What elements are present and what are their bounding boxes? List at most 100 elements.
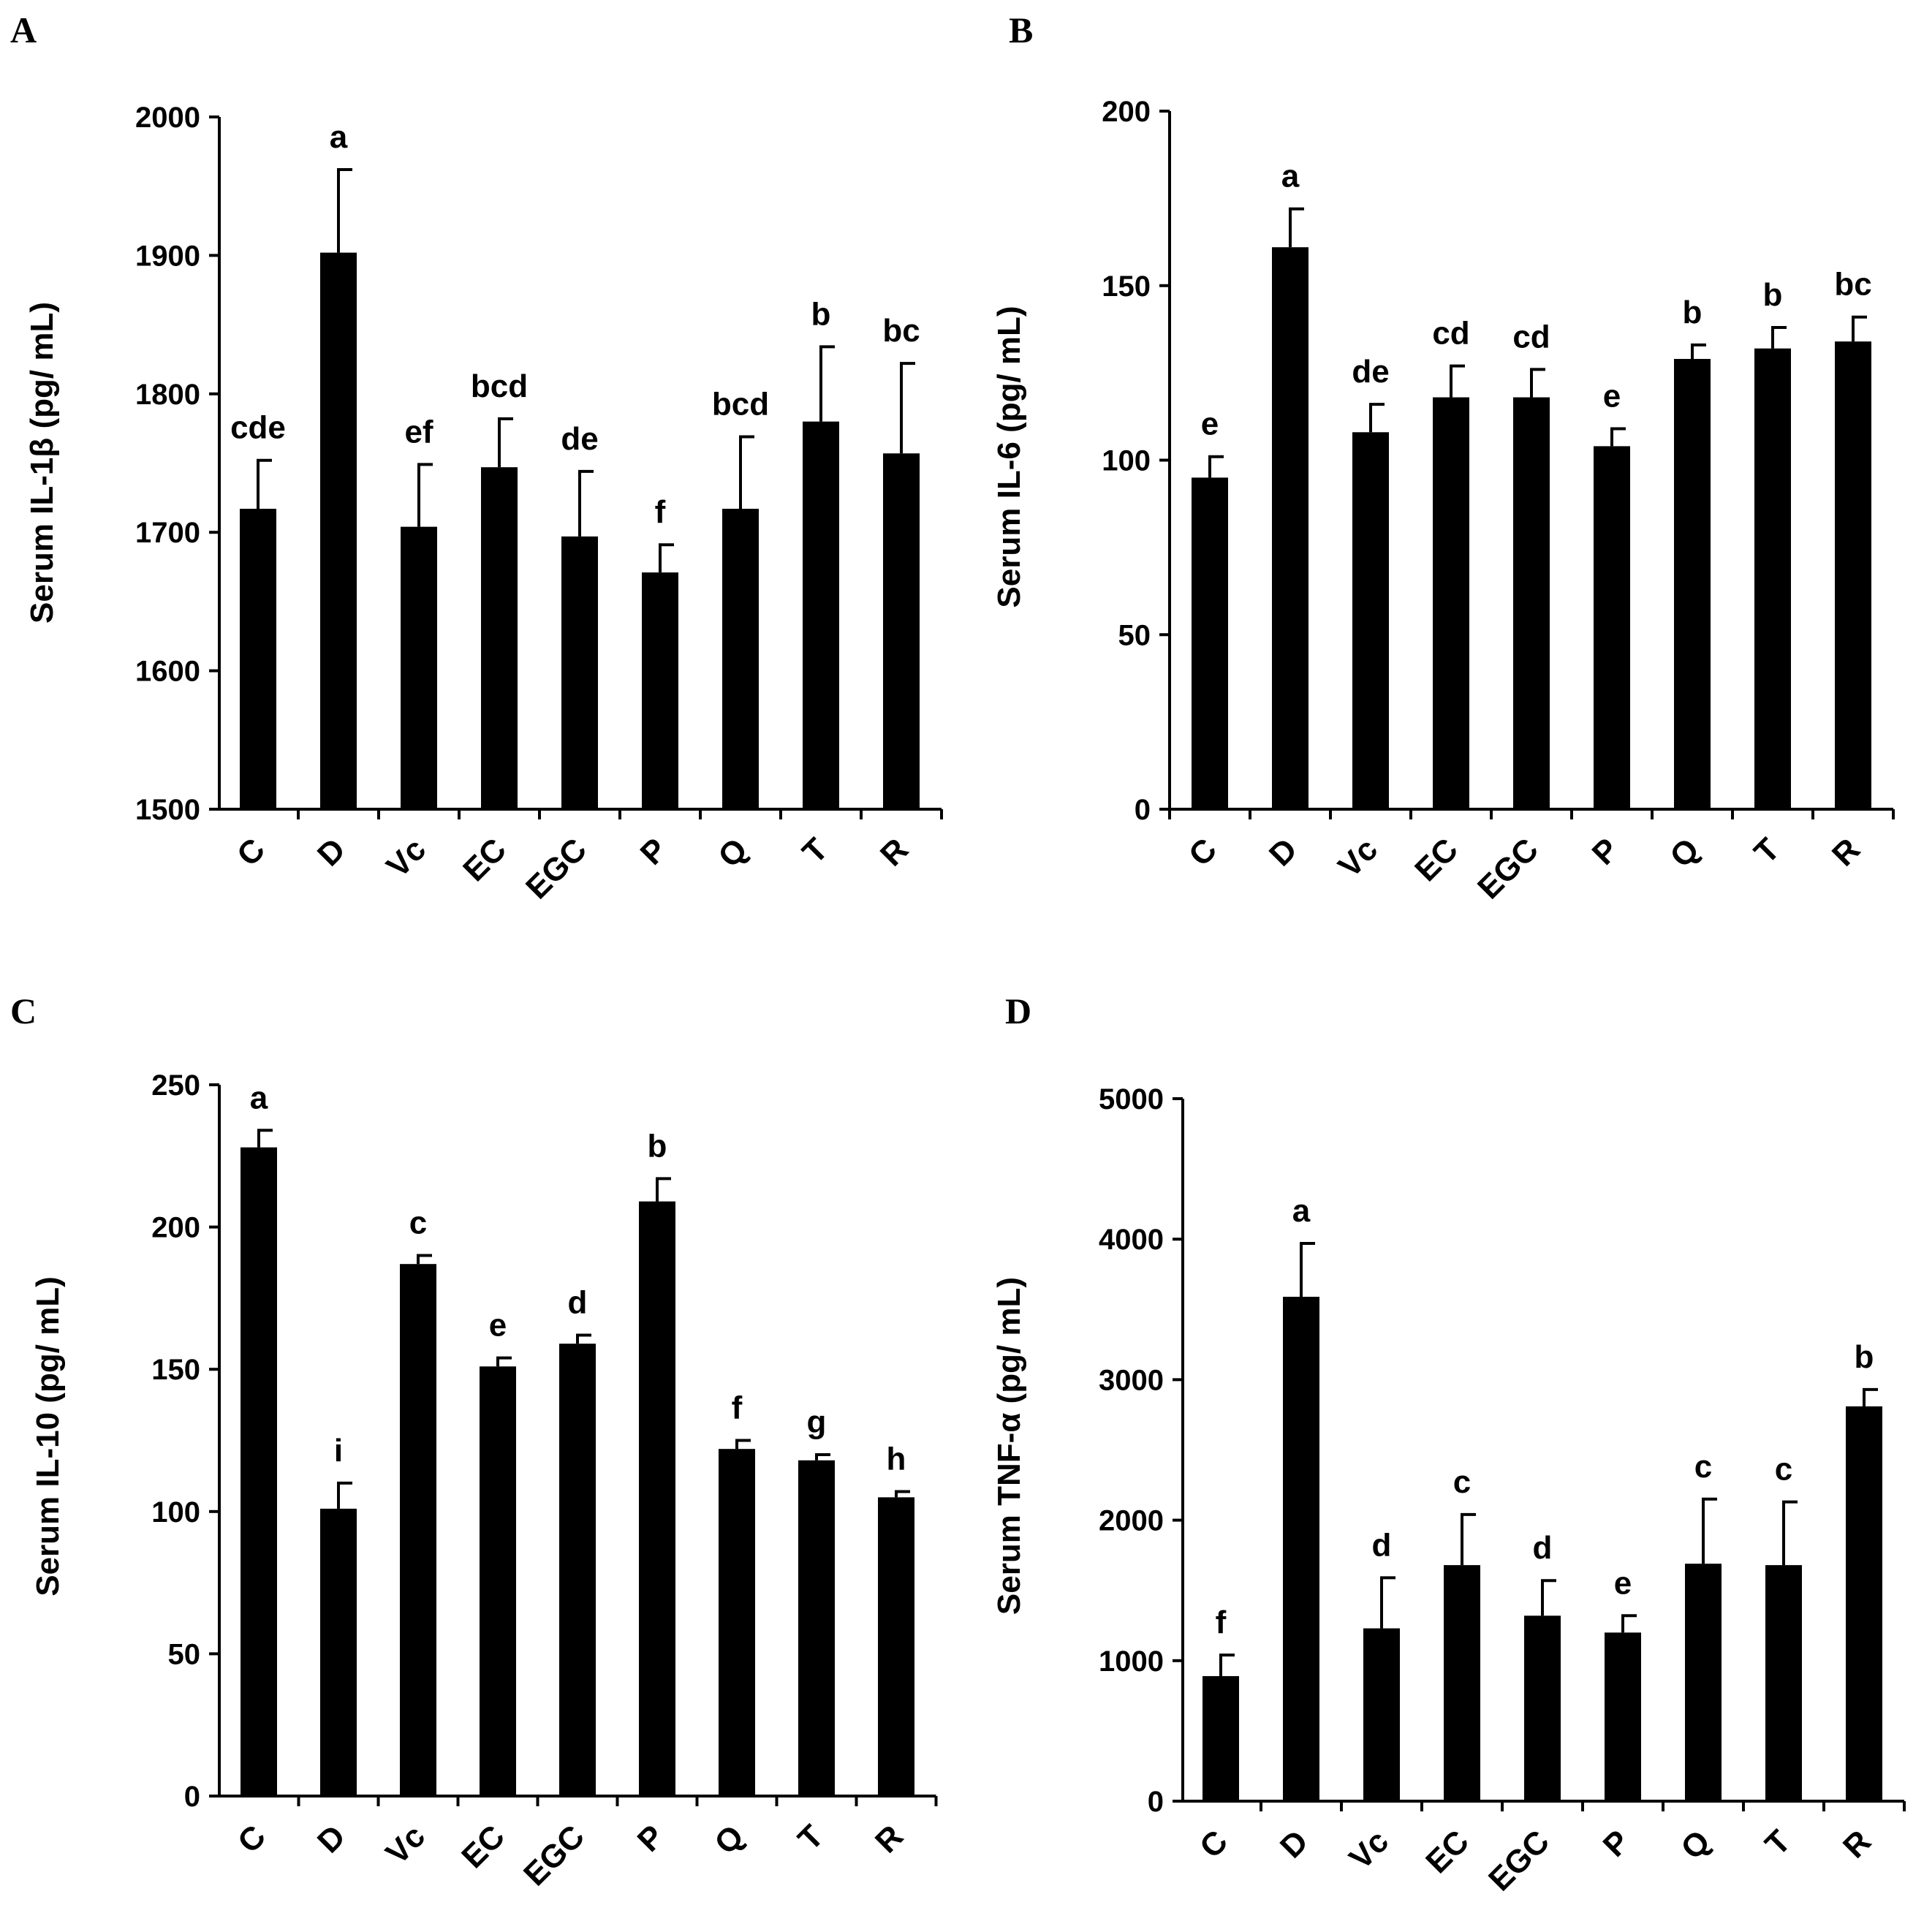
y-tick-label: 1800 xyxy=(135,379,200,411)
bar xyxy=(1192,477,1228,809)
panel-letter: A xyxy=(10,10,37,50)
y-axis-title: Serum IL-1β (pg/ mL) xyxy=(24,302,60,624)
x-category-label: T xyxy=(791,1818,830,1857)
bar xyxy=(320,252,357,809)
significance-label: d xyxy=(1372,1527,1392,1563)
x-category-label: EGC xyxy=(519,831,594,906)
x-category-label: EC xyxy=(456,831,513,888)
x-category-label: D xyxy=(311,1818,352,1860)
bar xyxy=(240,509,276,809)
significance-label: cde xyxy=(230,410,286,446)
y-axis-title: Serum IL-6 (pg/ mL) xyxy=(991,306,1027,607)
bar xyxy=(639,1201,675,1796)
y-tick-label: 3000 xyxy=(1099,1364,1164,1396)
bar xyxy=(798,1460,835,1796)
x-category-label: Q xyxy=(1663,831,1706,874)
chart-panel-d: D 0 1000 2000 3000 4000 5000 Serum TNF-α (pg/ m… xyxy=(991,990,1906,1898)
x-category-label: C xyxy=(231,1818,273,1860)
significance-label: c xyxy=(409,1205,427,1241)
bar xyxy=(481,467,518,809)
significance-label: d xyxy=(1533,1530,1553,1566)
bar xyxy=(1605,1632,1641,1801)
y-tick-label: 200 xyxy=(1102,96,1151,128)
significance-label: e xyxy=(1603,379,1621,414)
bar xyxy=(803,421,839,809)
bar xyxy=(561,536,598,809)
significance-label: f xyxy=(732,1390,743,1426)
significance-label: b xyxy=(648,1128,667,1164)
bar xyxy=(719,1449,755,1796)
bar xyxy=(1444,1565,1480,1801)
bar xyxy=(480,1366,516,1796)
significance-label: g xyxy=(807,1404,827,1440)
y-tick-label: 150 xyxy=(1102,270,1151,303)
significance-label: b xyxy=(1763,277,1783,313)
x-category-label: EGC xyxy=(517,1818,591,1893)
y-tick-label: 0 xyxy=(1135,794,1151,826)
y-tick-label: 100 xyxy=(1102,445,1151,477)
panel-letter: B xyxy=(1009,10,1033,50)
bar xyxy=(1202,1675,1239,1801)
y-tick-label: 1500 xyxy=(135,794,200,826)
bar xyxy=(1754,348,1791,809)
bar xyxy=(1272,247,1308,810)
significance-label: d xyxy=(568,1284,588,1320)
x-category-label: Vc xyxy=(379,1818,432,1871)
x-category-label: Q xyxy=(711,831,754,874)
x-category-label: C xyxy=(1182,831,1224,873)
significance-label: b xyxy=(811,296,831,332)
bar xyxy=(883,453,920,809)
significance-label: ef xyxy=(404,414,433,450)
x-category-label: Q xyxy=(1674,1823,1717,1866)
x-category-label: Vc xyxy=(1342,1823,1395,1876)
x-category-label: EC xyxy=(1408,831,1465,888)
y-tick-label: 2000 xyxy=(1099,1505,1164,1537)
bar xyxy=(240,1147,277,1796)
bar xyxy=(1283,1297,1319,1801)
panel-letter: C xyxy=(10,990,37,1031)
x-category-label: Q xyxy=(708,1818,751,1861)
significance-label: bcd xyxy=(471,368,528,404)
bar xyxy=(1674,359,1711,809)
significance-label: e xyxy=(1614,1565,1632,1601)
significance-label: c xyxy=(1453,1464,1471,1500)
panel-letter: D xyxy=(1005,990,1031,1031)
x-category-label: R xyxy=(874,831,915,873)
x-category-label: D xyxy=(1273,1823,1315,1865)
y-tick-label: 5000 xyxy=(1099,1083,1164,1115)
bar xyxy=(1846,1406,1882,1801)
x-category-label: P xyxy=(631,1818,671,1858)
significance-label: bc xyxy=(1834,267,1871,303)
chart-panel-b: B 0 50 100 150 200 Serum IL-6 (pg/ mL) e Ca Dde Vc… xyxy=(991,10,1895,906)
x-category-label: R xyxy=(1836,1823,1878,1865)
significance-label: de xyxy=(561,421,598,457)
bar xyxy=(878,1497,914,1796)
y-tick-label: 100 xyxy=(151,1496,200,1528)
y-tick-label: 150 xyxy=(151,1354,200,1386)
y-tick-label: 50 xyxy=(1118,619,1151,651)
bar xyxy=(1594,446,1630,809)
y-tick-label: 0 xyxy=(1148,1786,1164,1818)
significance-label: e xyxy=(1201,406,1219,442)
x-category-label: Vc xyxy=(1331,831,1385,884)
y-tick-label: 4000 xyxy=(1099,1224,1164,1256)
y-tick-label: 200 xyxy=(151,1212,200,1244)
bar xyxy=(1513,397,1550,809)
y-tick-label: 1000 xyxy=(1099,1645,1164,1678)
y-tick-label: 1600 xyxy=(135,656,200,688)
x-category-label: D xyxy=(311,831,352,873)
bar xyxy=(1363,1628,1400,1801)
significance-label: a xyxy=(250,1080,268,1115)
y-tick-label: 0 xyxy=(184,1781,200,1813)
bar xyxy=(400,1264,436,1796)
significance-label: f xyxy=(655,494,666,530)
significance-label: b xyxy=(1855,1339,1874,1375)
x-category-label: R xyxy=(1825,831,1867,873)
bar xyxy=(401,526,437,809)
x-category-label: P xyxy=(634,831,674,871)
x-category-label: C xyxy=(1193,1823,1235,1865)
y-tick-label: 2000 xyxy=(135,102,200,134)
significance-label: b xyxy=(1683,295,1703,330)
chart-panel-a: A 1500 1600 1700 1800 1900 2000 Serum IL-1β (pg… xyxy=(10,10,943,906)
